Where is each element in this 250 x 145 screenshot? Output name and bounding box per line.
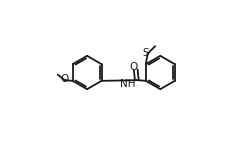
Text: O: O bbox=[60, 74, 69, 84]
Text: NH: NH bbox=[119, 79, 135, 89]
Text: O: O bbox=[129, 62, 138, 72]
Text: S: S bbox=[142, 48, 149, 58]
